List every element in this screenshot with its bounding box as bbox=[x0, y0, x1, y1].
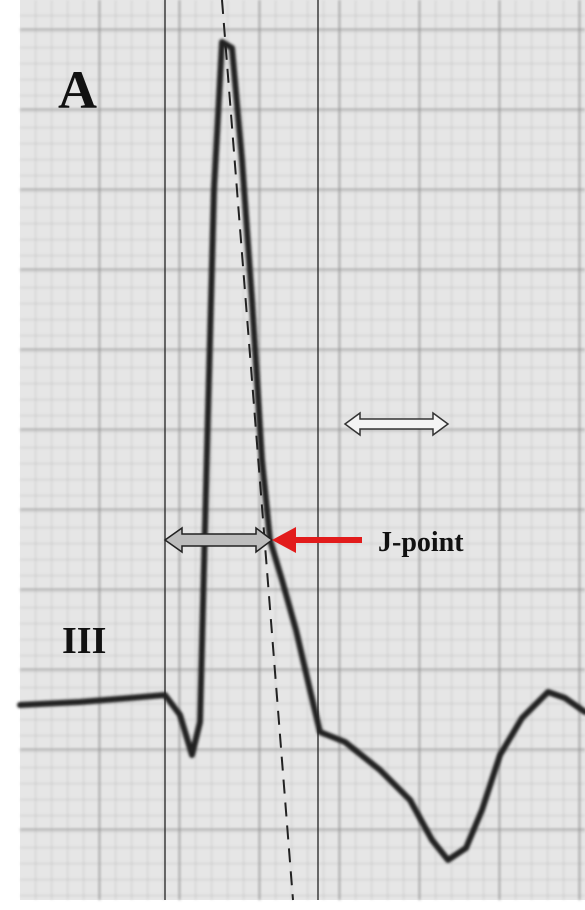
lead-label: III bbox=[62, 620, 106, 662]
ecg-figure: A III J-point bbox=[0, 0, 585, 910]
panel-label: A bbox=[58, 60, 97, 120]
annotation-label: J-point bbox=[378, 527, 464, 558]
ecg-grid bbox=[20, 0, 585, 900]
